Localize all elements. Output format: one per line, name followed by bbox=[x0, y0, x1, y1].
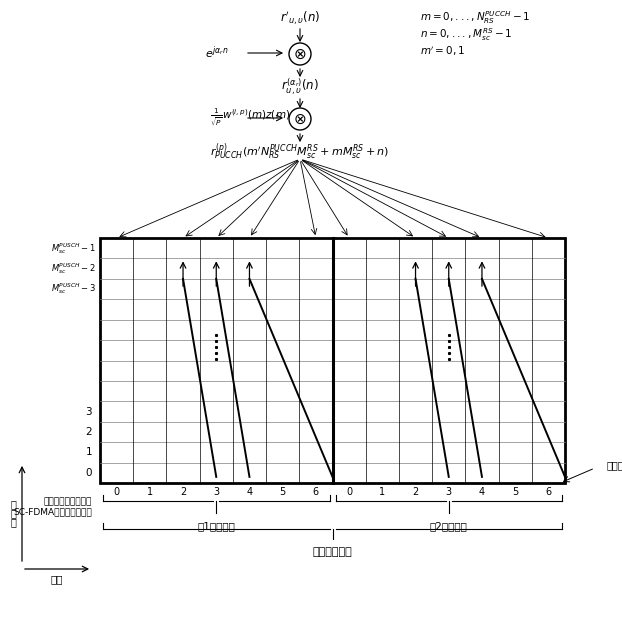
Text: $n=0,...,M_{sc}^{RS}-1$: $n=0,...,M_{sc}^{RS}-1$ bbox=[420, 27, 513, 43]
Text: $M_{sc}^{PUSCH}-3$: $M_{sc}^{PUSCH}-3$ bbox=[51, 281, 96, 297]
Text: 4: 4 bbox=[246, 487, 253, 497]
Text: 周: 周 bbox=[10, 500, 16, 510]
Text: 第1スロット: 第1スロット bbox=[197, 521, 235, 531]
Text: $\otimes$: $\otimes$ bbox=[294, 112, 307, 126]
Text: 第2スロット: 第2スロット bbox=[430, 521, 468, 531]
Text: 6: 6 bbox=[313, 487, 319, 497]
Text: スロット内における: スロット内における bbox=[44, 497, 92, 506]
Text: $r_{u,\upsilon}^{(\alpha_r)}(n)$: $r_{u,\upsilon}^{(\alpha_r)}(n)$ bbox=[281, 77, 319, 98]
Text: 波: 波 bbox=[10, 508, 16, 519]
Text: $m'=0,1$: $m'=0,1$ bbox=[420, 44, 465, 57]
Text: 1: 1 bbox=[147, 487, 153, 497]
Text: 0: 0 bbox=[346, 487, 352, 497]
Text: リソースエレメント: リソースエレメント bbox=[607, 460, 622, 470]
Text: 6: 6 bbox=[545, 487, 552, 497]
Text: $r'_{u,\upsilon}(n)$: $r'_{u,\upsilon}(n)$ bbox=[280, 9, 320, 27]
Text: $\otimes$: $\otimes$ bbox=[294, 47, 307, 61]
Text: 1: 1 bbox=[85, 447, 92, 457]
Text: 0: 0 bbox=[85, 468, 92, 478]
Text: 5: 5 bbox=[512, 487, 518, 497]
Text: 3: 3 bbox=[446, 487, 452, 497]
Text: SC-FDMAシンボルの番号: SC-FDMAシンボルの番号 bbox=[13, 507, 92, 516]
Text: 5: 5 bbox=[279, 487, 285, 497]
Text: 3: 3 bbox=[213, 487, 220, 497]
Text: 1: 1 bbox=[379, 487, 386, 497]
Text: $r_{PUCCH}^{(p)}(m'N_{RS}^{PUCCH}M_{sc}^{RS}+mM_{sc}^{RS}+n)$: $r_{PUCCH}^{(p)}(m'N_{RS}^{PUCCH}M_{sc}^… bbox=[210, 142, 389, 163]
Text: 数: 数 bbox=[10, 517, 16, 528]
Text: $M_{sc}^{PUSCH}-2$: $M_{sc}^{PUSCH}-2$ bbox=[51, 261, 96, 276]
Text: $\frac{1}{\sqrt{P}}w^{(i,p)}(m)z(m)$: $\frac{1}{\sqrt{P}}w^{(i,p)}(m)z(m)$ bbox=[210, 107, 290, 129]
Text: 2: 2 bbox=[412, 487, 419, 497]
Text: 2: 2 bbox=[85, 427, 92, 437]
Text: 時間: 時間 bbox=[51, 574, 63, 584]
Text: $M_{sc}^{PUSCH}-1$: $M_{sc}^{PUSCH}-1$ bbox=[51, 241, 96, 256]
Text: 0: 0 bbox=[114, 487, 119, 497]
Text: $e^{j\alpha_r n}$: $e^{j\alpha_r n}$ bbox=[205, 45, 228, 61]
Text: 3: 3 bbox=[85, 406, 92, 417]
Text: サブフレーム: サブフレーム bbox=[313, 547, 353, 557]
Text: 4: 4 bbox=[479, 487, 485, 497]
Text: $m=0,...,N_{RS}^{PUCCH}-1$: $m=0,...,N_{RS}^{PUCCH}-1$ bbox=[420, 10, 531, 26]
Bar bbox=[100, 238, 565, 483]
Text: 2: 2 bbox=[180, 487, 186, 497]
